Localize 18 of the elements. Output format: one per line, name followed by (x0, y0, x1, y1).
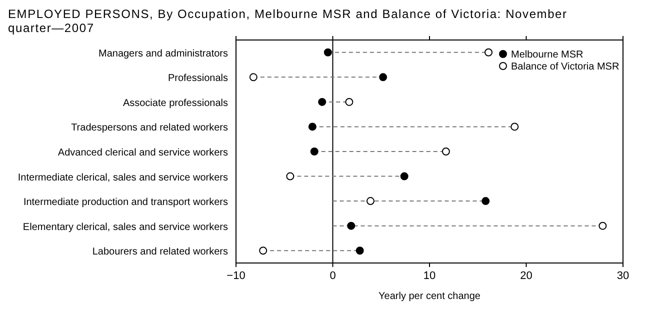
y-tick-label: Advanced clerical and service workers (58, 148, 228, 158)
y-tick-label: Professionals (168, 73, 228, 84)
y-tick-label: Associate professionals (122, 98, 228, 109)
x-tick-label: 20 (520, 270, 532, 282)
x-tick-label: 30 (616, 270, 630, 282)
legend-label: Melbourne MSR (511, 50, 584, 60)
x-axis-title: Yearly per cent change (378, 291, 481, 302)
y-tick-label: Tradespersons and related workers (71, 122, 228, 134)
x-tick-label: −10 (226, 270, 246, 282)
y-tick-label: Intermediate clerical, sales and service workers (18, 172, 228, 184)
y-tick-label: Intermediate production and transport workers (23, 197, 228, 208)
legend-label: Balance of Victoria MSR (511, 62, 620, 72)
y-tick-label: Managers and administrators (98, 48, 228, 60)
x-tick-label: 0 (330, 270, 336, 282)
x-tick-label: 10 (423, 270, 436, 282)
y-tick-label: Elementary clerical, sales and service workers (22, 222, 228, 233)
y-tick-label: Labourers and related workers (92, 246, 228, 258)
chart-title: EMPLOYED PERSONS, By Occupation, Melbourne MSR and Balance of Victoria: November quarter—2007 (8, 7, 568, 35)
